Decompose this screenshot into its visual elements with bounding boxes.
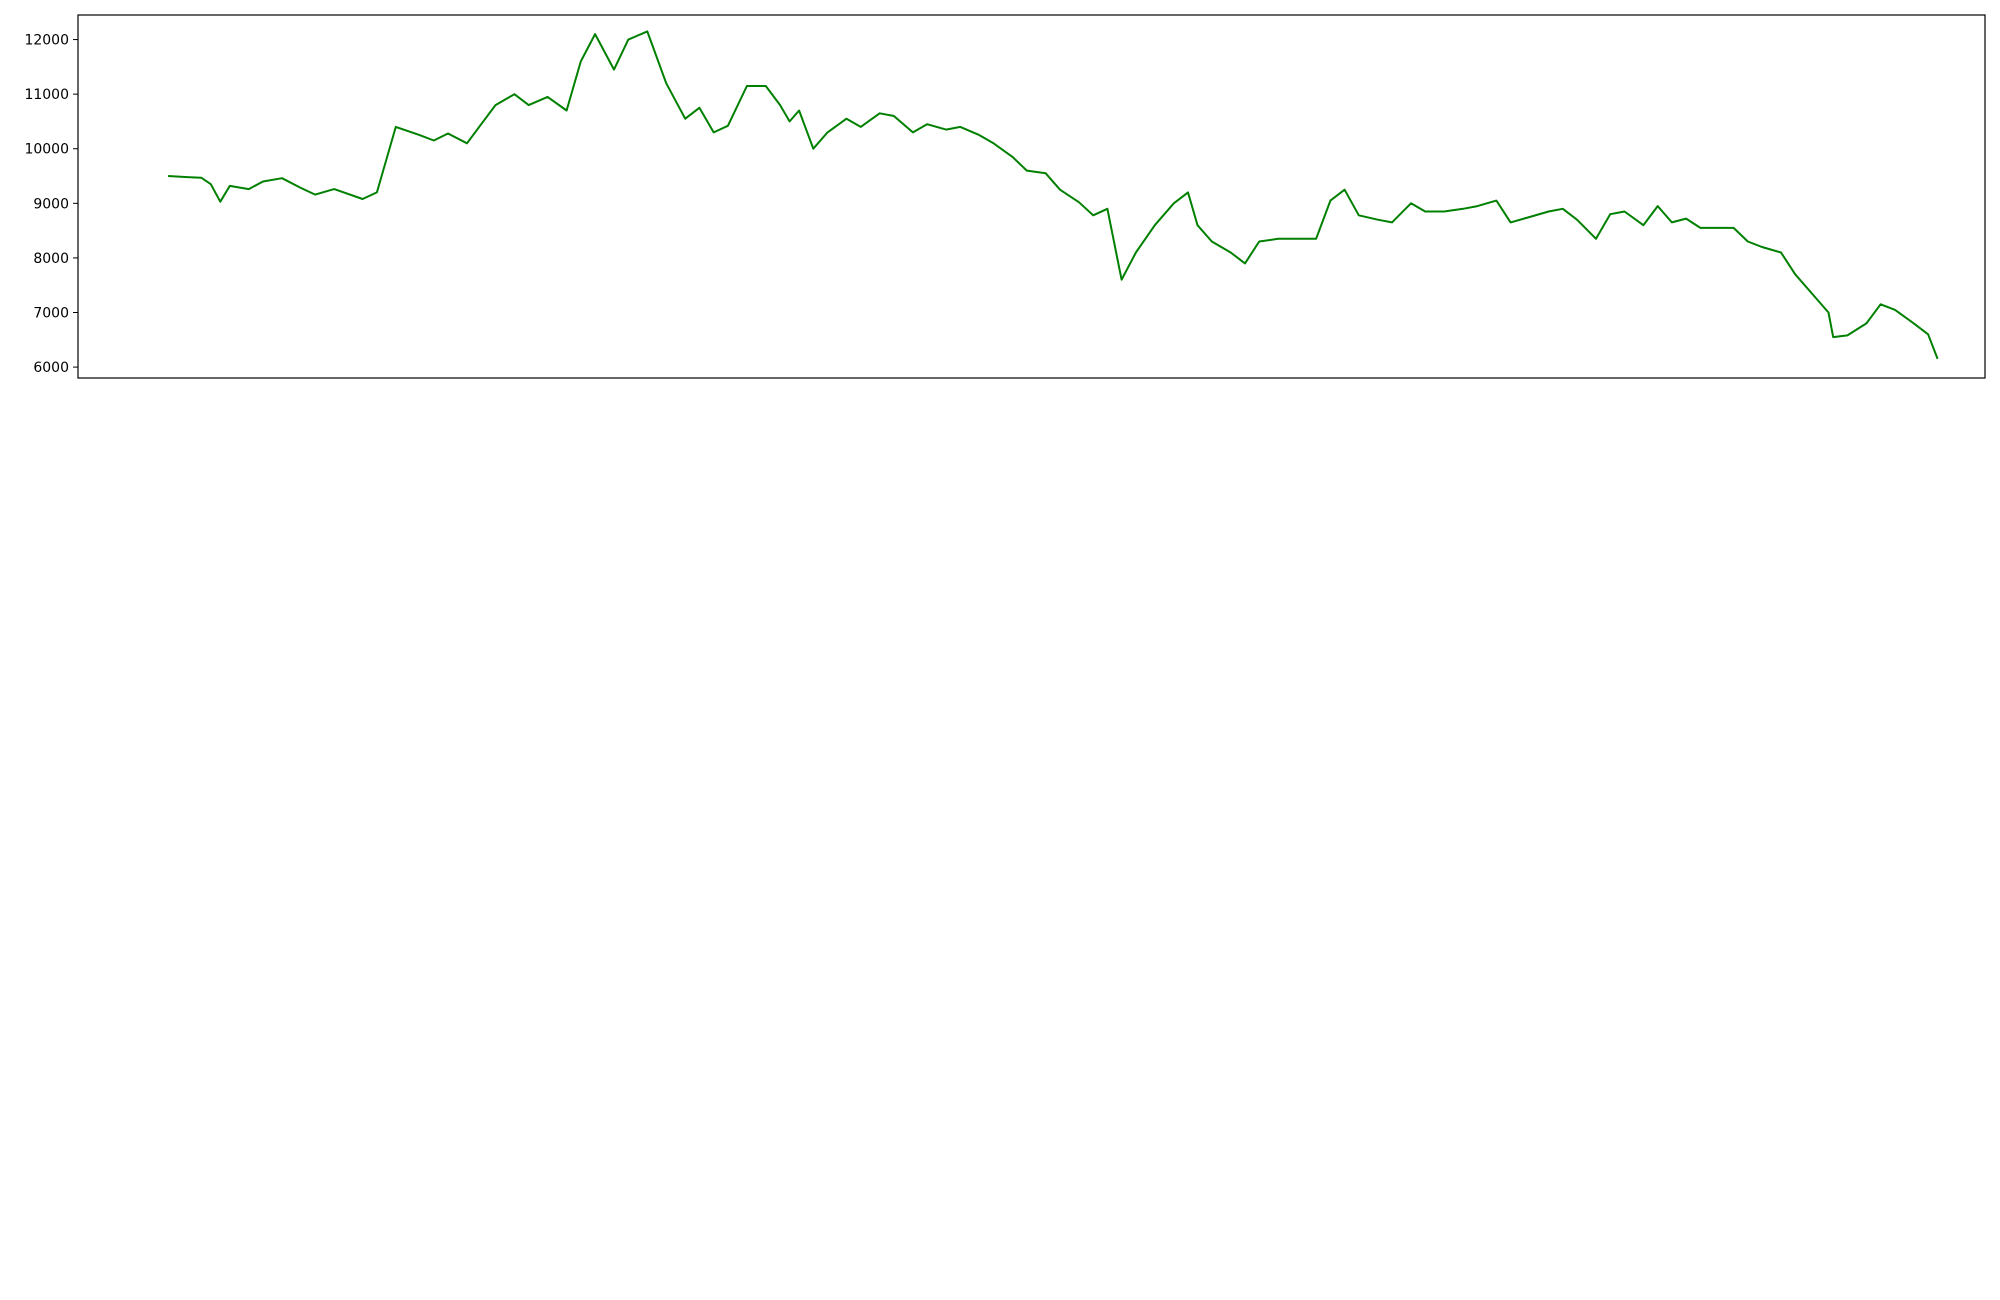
price-panel: 6000 7000 8000 9000 10000 11000 12000 — [24, 14, 1986, 379]
price-ytick-label: 6000 — [33, 360, 69, 376]
price-ytick-label: 8000 — [33, 251, 69, 267]
price-ytick-label: 12000 — [24, 33, 69, 49]
price-panel-frame — [77, 14, 1986, 379]
price-ytick-label: 10000 — [24, 142, 69, 158]
price-ytick-label: 11000 — [24, 87, 69, 103]
price-ytick-label: 7000 — [33, 305, 69, 321]
price-ytick-label: 9000 — [33, 196, 69, 212]
price-line — [168, 30, 1939, 360]
